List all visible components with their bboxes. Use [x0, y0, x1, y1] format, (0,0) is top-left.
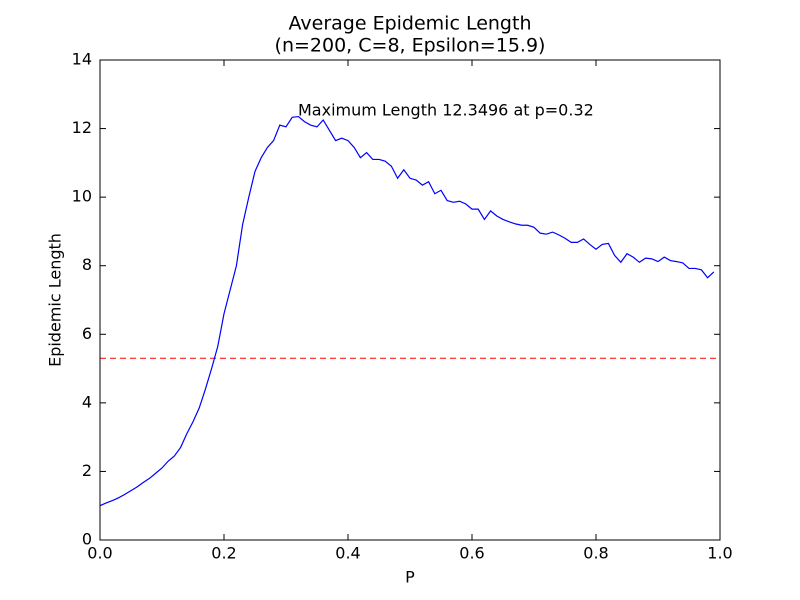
y-tick-label: 8: [82, 255, 92, 274]
y-axis-label: Epidemic Length: [46, 233, 65, 367]
x-tick-label: 0.2: [211, 544, 236, 563]
chart-subtitle: (n=200, C=8, Epsilon=15.9): [275, 35, 546, 57]
y-tick-label: 2: [82, 461, 92, 480]
annotation: Maximum Length 12.3496 at p=0.32: [298, 101, 594, 120]
y-tick-label: 6: [82, 324, 92, 343]
y-tick-label: 14: [72, 50, 92, 69]
x-tick-label: 0.6: [459, 544, 484, 563]
y-tick-label: 0: [82, 530, 92, 549]
y-tick-label: 10: [72, 187, 92, 206]
chart-title: Average Epidemic Length: [289, 13, 532, 35]
x-tick-label: 0.4: [335, 544, 360, 563]
plot-frame: [99, 59, 721, 541]
x-axis-label: P: [405, 568, 415, 587]
x-tick-label: 0.8: [583, 544, 608, 563]
x-tick-label: 0.0: [87, 544, 112, 563]
y-tick-label: 4: [82, 392, 92, 411]
data-line: [99, 115, 715, 507]
y-tick-label: 12: [72, 118, 92, 137]
x-tick-label: 1.0: [707, 544, 732, 563]
